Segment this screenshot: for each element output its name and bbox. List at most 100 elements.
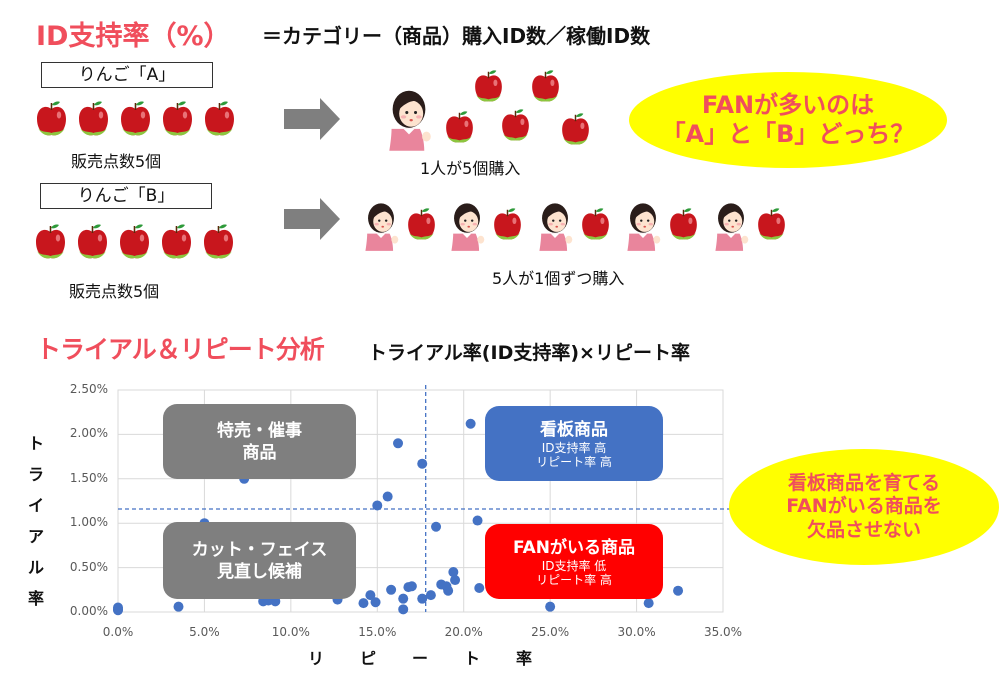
conclusion-line-3: 欠品させない — [806, 518, 921, 541]
data-point — [398, 593, 409, 604]
data-point — [365, 590, 376, 601]
data-point — [643, 598, 654, 609]
section-subtitle: トライアル率(ID支持率)×リピート率 — [368, 342, 690, 364]
data-point — [372, 500, 383, 511]
formula-text: ＝カテゴリー（商品）購入ID数／稼働ID数 — [262, 24, 651, 48]
data-point — [472, 515, 483, 526]
y-tick-label: 0.50% — [69, 559, 108, 574]
page-title: ID支持率（%） — [36, 21, 231, 52]
data-point — [417, 593, 428, 604]
person-icon — [451, 203, 485, 251]
x-axis-label: リピート率 — [308, 649, 569, 668]
product-b-apples — [34, 223, 235, 261]
quadrant-bottom-right-line1: ID支持率 低 — [541, 558, 607, 573]
apple-icon — [36, 224, 65, 259]
apple-icon — [758, 208, 785, 240]
y-tick-label: 2.50% — [69, 382, 108, 396]
quadrant-top-right-line1: ID支持率 高 — [541, 440, 607, 455]
x-tick-label: 20.0% — [444, 625, 483, 639]
data-point — [370, 597, 381, 608]
data-point — [393, 438, 404, 449]
apple-icon — [502, 109, 529, 141]
data-point — [113, 604, 123, 615]
conclusion-bubble: 看板商品を育てる FANがいる商品を 欠品させない — [729, 449, 999, 565]
person-icon — [389, 90, 431, 151]
data-point — [173, 601, 184, 612]
x-tick-label: 10.0% — [271, 625, 310, 639]
people-row — [362, 197, 802, 257]
quadrant-top-right: 看板商品 ID支持率 高 リピート率 高 — [485, 406, 663, 481]
data-point — [465, 418, 476, 429]
quadrant-top-left: 特売・催事 商品 — [163, 404, 356, 479]
question-bubble: FANが多いのは 「A」と「B」どっち？ — [629, 72, 947, 168]
apple-icon — [582, 208, 609, 240]
data-point — [382, 491, 393, 502]
apple-icon — [121, 101, 150, 136]
apple-icon — [446, 111, 473, 143]
data-point — [450, 575, 461, 586]
data-point — [406, 581, 417, 592]
person-icon — [715, 203, 749, 251]
quadrant-bottom-right-line2: リピート率 高 — [536, 572, 612, 587]
conclusion-line-2: FANがいる商品を — [786, 495, 942, 518]
data-point — [417, 458, 428, 469]
arrow-right-icon — [284, 98, 340, 140]
x-tick-label: 15.0% — [358, 625, 397, 639]
y-tick-label: 0.00% — [69, 604, 108, 618]
data-point — [358, 598, 369, 609]
apple-icon — [670, 208, 697, 240]
quadrant-bottom-right: FANがいる商品 ID支持率 低 リピート率 高 — [485, 524, 663, 599]
product-a-apples — [35, 100, 236, 138]
section-title: トライアル＆リピート分析 — [36, 335, 325, 364]
x-tick-label: 35.0% — [703, 625, 743, 639]
person-icon — [539, 203, 573, 251]
quadrant-top-left-line2: 商品 — [242, 442, 277, 463]
data-point — [673, 585, 684, 596]
person-icon — [365, 203, 399, 251]
data-point — [431, 521, 442, 532]
question-line-1: FANが多いのは — [701, 90, 875, 119]
apple-icon — [79, 101, 108, 136]
product-b-label: りんご「B」 — [40, 183, 212, 209]
apple-icon — [162, 224, 191, 259]
quadrant-bottom-left-line2: 見直し候補 — [217, 561, 302, 582]
person-icon — [627, 203, 661, 251]
data-point — [545, 601, 556, 612]
person-icon — [385, 85, 433, 155]
apple-icon — [37, 101, 66, 136]
apple-icon — [532, 70, 559, 102]
quadrant-bottom-right-title: FANがいる商品 — [512, 537, 636, 558]
scenario-a-result: 1人が5個購入 — [420, 159, 521, 178]
arrow-right-icon — [284, 198, 340, 240]
apple-icon — [120, 224, 149, 259]
apple-icon — [205, 101, 234, 136]
y-tick-label: 1.50% — [69, 470, 108, 485]
data-point — [443, 585, 454, 596]
product-a-label: りんご「A」 — [41, 62, 213, 88]
data-point — [425, 590, 436, 601]
quadrant-top-right-line2: リピート率 高 — [536, 454, 612, 469]
y-tick-label: 2.00% — [69, 426, 108, 441]
apple-icon — [78, 224, 107, 259]
data-point — [398, 604, 409, 615]
question-line-2: 「A」と「B」どっち？ — [661, 120, 915, 148]
conclusion-line-1: 看板商品を育てる — [787, 472, 940, 495]
quadrant-top-left-line1: 特売・催事 — [217, 420, 302, 441]
apple-icon — [163, 101, 192, 136]
product-b-caption: 販売点数5個 — [69, 282, 160, 301]
apple-icon — [494, 208, 521, 240]
apple-icon — [475, 70, 502, 102]
data-point — [474, 583, 485, 594]
x-tick-label: 0.0% — [102, 625, 134, 639]
data-point — [386, 584, 397, 595]
x-tick-label: 30.0% — [617, 625, 656, 639]
quadrant-top-right-title: 看板商品 — [540, 419, 608, 440]
y-axis-label: トライアル率 — [27, 434, 44, 608]
apple-icon — [408, 208, 435, 240]
apple-icon — [562, 113, 589, 145]
data-point — [448, 567, 459, 578]
quadrant-bottom-left: カット・フェイス 見直し候補 — [163, 522, 356, 599]
y-tick-label: 1.00% — [69, 515, 108, 530]
quadrant-bottom-left-line1: カット・フェイス — [191, 539, 328, 560]
